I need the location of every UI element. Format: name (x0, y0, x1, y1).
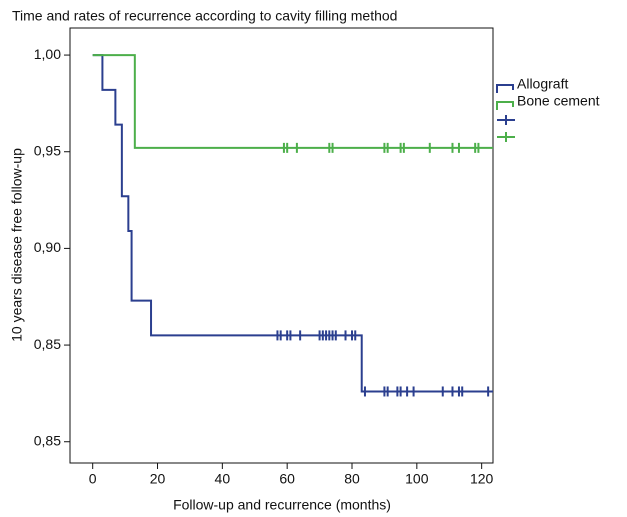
x-tick-label: 40 (215, 471, 231, 487)
x-tick-label: 60 (279, 471, 295, 487)
x-tick-label: 100 (405, 471, 429, 487)
x-tick-label: 20 (150, 471, 166, 487)
x-tick-label: 120 (470, 471, 494, 487)
survival-line (92, 54, 493, 393)
x-tick-label: 0 (89, 471, 97, 487)
y-tick-label: 0,90 (34, 239, 61, 255)
y-tick-label: 1,00 (34, 46, 61, 62)
y-axis-label: 10 years disease free follow-up (9, 148, 25, 342)
legend-symbol (496, 101, 514, 110)
legend-label: Allograft (517, 76, 568, 92)
plot-frame (69, 27, 494, 464)
y-tick-label: 0,85 (34, 336, 61, 352)
y-tick-label: 0,85 (34, 432, 61, 448)
survival-line (92, 54, 493, 149)
x-tick-label: 80 (344, 471, 360, 487)
chart-title: Time and rates of recurrence according t… (12, 8, 397, 24)
y-tick-label: 0,95 (34, 142, 61, 158)
x-axis-label: Follow-up and recurrence (months) (173, 497, 391, 513)
legend-label: Bone cement (517, 93, 600, 109)
legend-symbol (496, 84, 514, 93)
